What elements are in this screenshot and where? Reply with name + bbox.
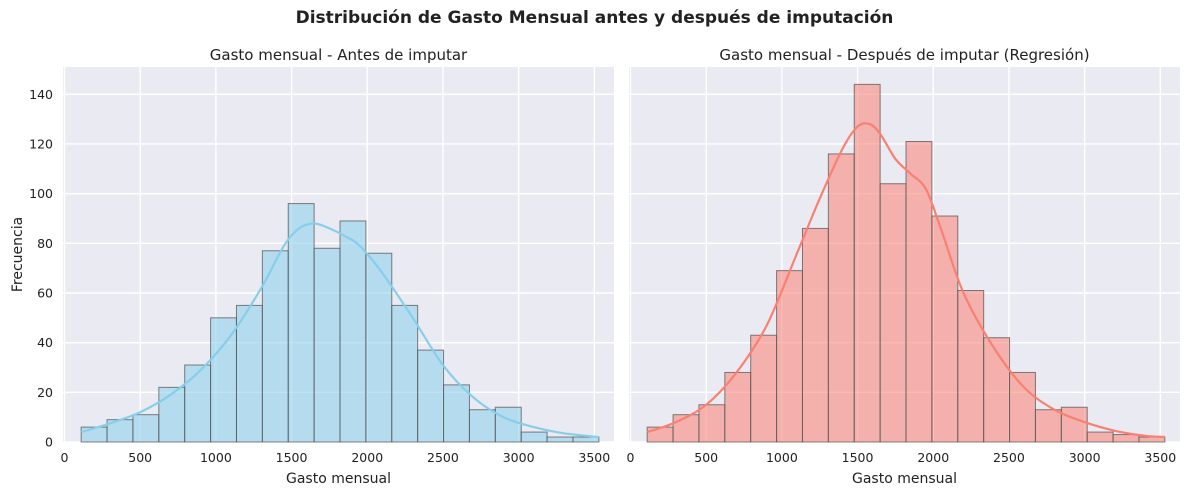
histogram-bar xyxy=(724,371,752,443)
histogram-bar xyxy=(210,317,237,443)
histogram-bar xyxy=(235,304,263,443)
histogram-bar xyxy=(520,431,548,443)
histogram-bar xyxy=(646,426,674,443)
histogram-bar xyxy=(1086,431,1114,443)
y-ticks-before: 0 20 40 60 80 100 120 140 xyxy=(29,87,53,450)
x-ticks-after: 0 500 1000 1500 2000 2500 3000 3500 xyxy=(627,450,1177,465)
x-tick-label: 1000 xyxy=(200,450,232,465)
x-axis-label-before: Gasto mensual xyxy=(286,471,391,487)
y-tick-label: 20 xyxy=(37,385,53,400)
kde-line-after xyxy=(646,122,1165,439)
x-axis-label-after: Gasto mensual xyxy=(852,471,957,487)
x-tick-label: 3500 xyxy=(1144,450,1176,465)
histogram-bar xyxy=(572,436,600,443)
histogram-bar xyxy=(1034,409,1062,443)
histogram-bar xyxy=(827,153,855,443)
panel-after: 0 500 1000 1500 2000 2500 3000 3500 Gasto mensu… xyxy=(627,46,1180,487)
histogram-bar xyxy=(158,386,186,443)
panel-before: 0 500 1000 1500 2000 2500 3000 3500 0 20 40 60 80 10… xyxy=(10,46,614,487)
histogram-bar xyxy=(391,304,419,443)
y-tick-label: 100 xyxy=(29,186,53,201)
histogram-bar xyxy=(853,83,881,443)
histogram-bar xyxy=(750,334,778,443)
histogram-bar xyxy=(801,227,829,443)
histogram-bar xyxy=(905,141,933,443)
y-axis-label-before: Frecuencia xyxy=(10,217,26,292)
x-tick-label: 500 xyxy=(694,450,718,465)
x-tick-label: 0 xyxy=(627,450,635,465)
panel-title-before: Gasto mensual - Antes de imputar xyxy=(210,46,468,64)
histogram-bar xyxy=(1112,434,1140,443)
histogram-bar xyxy=(417,349,445,443)
y-tick-label: 140 xyxy=(29,87,53,102)
y-tick-label: 0 xyxy=(45,435,53,450)
x-tick-label: 500 xyxy=(128,450,152,465)
panel-title-after: Gasto mensual - Después de imputar (Regr… xyxy=(719,46,1089,64)
histogram-bar xyxy=(184,364,212,443)
histogram-bar xyxy=(132,414,160,443)
x-tick-label: 2500 xyxy=(427,450,459,465)
x-ticks-before: 0 500 1000 1500 2000 2500 3000 3500 xyxy=(61,450,611,465)
x-tick-label: 0 xyxy=(61,450,69,465)
histogram-bar xyxy=(1060,406,1088,443)
histogram-bar xyxy=(443,384,470,443)
x-tick-label: 1000 xyxy=(766,450,798,465)
x-tick-label: 2000 xyxy=(351,450,383,465)
x-tick-label: 1500 xyxy=(276,450,308,465)
bars-after xyxy=(646,83,1166,443)
x-tick-label: 1500 xyxy=(842,450,874,465)
histogram-bar xyxy=(1009,371,1036,443)
figure-title: Distribución de Gasto Mensual antes y de… xyxy=(296,8,894,28)
histogram-bar xyxy=(957,290,985,443)
histogram-bar xyxy=(494,406,522,443)
histogram-bar xyxy=(287,203,315,443)
y-tick-label: 60 xyxy=(37,285,53,300)
histogram-bar xyxy=(339,220,367,443)
x-tick-label: 3500 xyxy=(578,450,610,465)
histogram-bar xyxy=(983,337,1011,443)
y-tick-label: 120 xyxy=(29,136,53,151)
histogram-bar xyxy=(546,436,574,443)
histogram-bar xyxy=(313,247,341,443)
x-tick-label: 3000 xyxy=(1069,450,1101,465)
histogram-bar xyxy=(776,270,803,443)
x-tick-label: 2000 xyxy=(917,450,949,465)
histogram-bar xyxy=(698,404,726,443)
histogram-bar xyxy=(672,414,700,443)
x-tick-label: 2500 xyxy=(993,450,1025,465)
histogram-bar xyxy=(261,250,289,443)
histogram-bar xyxy=(879,183,907,443)
histogram-bar xyxy=(468,409,496,443)
kde-line-before xyxy=(80,222,600,439)
histogram-bar xyxy=(365,252,393,443)
x-tick-label: 3000 xyxy=(503,450,535,465)
y-tick-label: 40 xyxy=(37,335,53,350)
bars-before xyxy=(80,203,600,443)
y-tick-label: 80 xyxy=(37,236,53,251)
histogram-bar xyxy=(931,215,959,443)
